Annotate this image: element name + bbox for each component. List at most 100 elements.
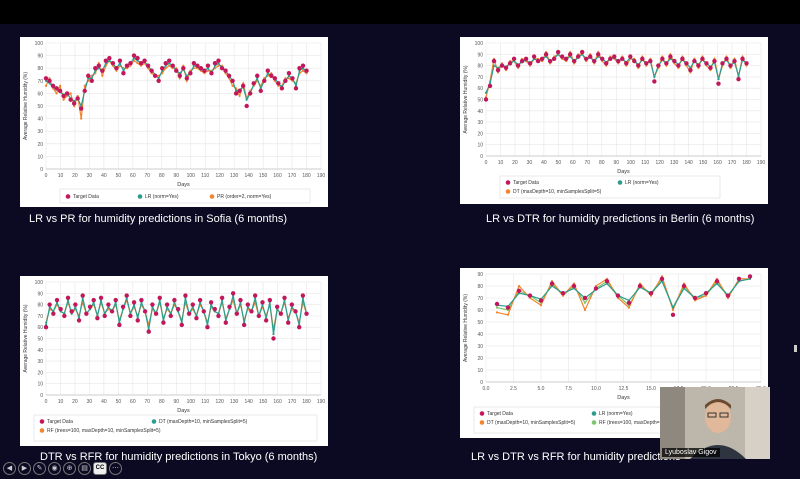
target-data-point xyxy=(593,286,599,291)
target-data-point xyxy=(64,91,70,96)
target-data-point xyxy=(696,63,701,68)
participant-video[interactable]: Lyuboslav Gigov xyxy=(660,387,770,459)
y-tick-label: 50 xyxy=(37,104,43,110)
subtitles-icon[interactable]: ▤ xyxy=(78,461,91,475)
target-data-point xyxy=(252,293,258,298)
target-data-point xyxy=(247,91,253,96)
target-data-point xyxy=(76,318,82,323)
target-data-point xyxy=(563,56,569,62)
participant-name: Lyuboslav Gigov xyxy=(662,448,720,457)
target-data-point xyxy=(107,55,112,61)
target-data-point xyxy=(516,288,522,293)
legend-marker xyxy=(479,411,485,416)
zoom-in-icon[interactable]: ⊕ xyxy=(63,461,76,475)
previous-slide-icon[interactable]: ◀ xyxy=(3,461,16,475)
y-tick-label: 80 xyxy=(37,303,43,309)
x-tick-label: 70 xyxy=(145,173,151,179)
x-tick-label: 70 xyxy=(585,160,591,166)
target-data-point xyxy=(75,96,80,101)
x-tick-label: 140 xyxy=(244,173,253,179)
target-data-point xyxy=(511,56,517,62)
more-options-icon[interactable]: ⋯ xyxy=(109,461,122,475)
x-tick-label: 15.0 xyxy=(646,386,656,392)
target-data-point xyxy=(233,91,239,96)
target-data-point xyxy=(190,302,195,307)
target-data-point xyxy=(124,63,130,68)
y-tick-label: 40 xyxy=(37,348,43,354)
target-data-point xyxy=(238,297,243,303)
resize-handle[interactable] xyxy=(794,345,797,352)
target-data-point xyxy=(205,63,211,68)
x-tick-label: 50 xyxy=(116,173,122,179)
caption-comparison: LR vs DTR vs RFR for humidity prediction… xyxy=(471,451,681,463)
target-data-point xyxy=(256,313,262,319)
series-point xyxy=(206,69,210,72)
x-tick-label: 130 xyxy=(230,173,239,179)
series-point xyxy=(245,98,248,101)
x-tick-label: 10 xyxy=(58,399,64,405)
laser-pointer-icon[interactable]: ◉ xyxy=(48,461,61,475)
target-data-point xyxy=(664,61,669,66)
legend-label: DT (maxDepth=10, minSamplesSplit=5) xyxy=(159,419,248,425)
x-tick-label: 30 xyxy=(527,160,533,166)
target-data-point xyxy=(195,63,200,68)
series-point xyxy=(62,98,65,101)
x-tick-label: 5.0 xyxy=(538,386,545,392)
target-data-point xyxy=(82,88,87,94)
target-data-point xyxy=(636,63,641,68)
legend-label: Target Data xyxy=(513,180,539,186)
y-tick-label: 70 xyxy=(477,296,483,302)
target-data-point xyxy=(300,293,306,298)
series-point xyxy=(627,306,631,309)
target-data-point xyxy=(584,56,589,62)
legend-box xyxy=(59,188,311,204)
target-data-point xyxy=(286,71,292,76)
target-data-point xyxy=(172,297,177,303)
target-data-point xyxy=(265,68,270,73)
target-data-point xyxy=(543,52,549,57)
target-data-point xyxy=(54,86,59,91)
target-data-point xyxy=(262,78,267,83)
target-data-point xyxy=(279,86,285,91)
x-tick-label: 0 xyxy=(485,160,488,166)
target-data-point xyxy=(681,283,687,289)
target-data-point xyxy=(237,88,242,94)
target-data-point xyxy=(290,76,295,81)
target-data-point xyxy=(539,56,545,62)
y-tick-label: 90 xyxy=(37,291,43,297)
target-data-point xyxy=(289,302,295,307)
y-tick-label: 10 xyxy=(477,143,483,149)
participant-avatar xyxy=(660,387,770,459)
target-data-point xyxy=(47,302,52,307)
cc-button[interactable]: CC xyxy=(93,461,107,475)
target-data-point xyxy=(156,78,161,83)
target-data-point xyxy=(744,61,749,66)
series-point xyxy=(80,117,83,120)
x-tick-label: 170 xyxy=(288,399,297,405)
y-tick-label: 40 xyxy=(477,109,483,115)
target-data-point xyxy=(89,78,94,83)
target-data-point xyxy=(620,56,625,62)
y-tick-label: 80 xyxy=(477,284,483,290)
legend-label: PR (order=2, norm=Yes) xyxy=(217,194,272,200)
series-point xyxy=(717,78,720,81)
y-tick-label: 80 xyxy=(37,66,43,72)
target-data-point xyxy=(106,302,111,307)
x-axis-label: Days xyxy=(177,182,190,188)
series-point xyxy=(44,84,48,87)
target-data-point xyxy=(626,300,632,305)
x-tick-label: 90 xyxy=(613,160,619,166)
target-data-point xyxy=(276,81,281,86)
y-tick-label: 10 xyxy=(37,154,43,160)
target-data-point xyxy=(117,322,122,328)
next-slide-icon[interactable]: ▶ xyxy=(18,461,31,475)
target-data-point xyxy=(724,56,729,62)
top-bar xyxy=(0,0,800,24)
pen-icon[interactable]: ✎ xyxy=(33,461,46,475)
target-data-point xyxy=(212,60,218,66)
x-tick-label: 190 xyxy=(757,160,766,166)
x-tick-label: 12.5 xyxy=(619,386,629,392)
x-tick-label: 20 xyxy=(72,399,78,405)
legend-marker xyxy=(505,180,511,185)
y-tick-label: 20 xyxy=(37,370,43,376)
